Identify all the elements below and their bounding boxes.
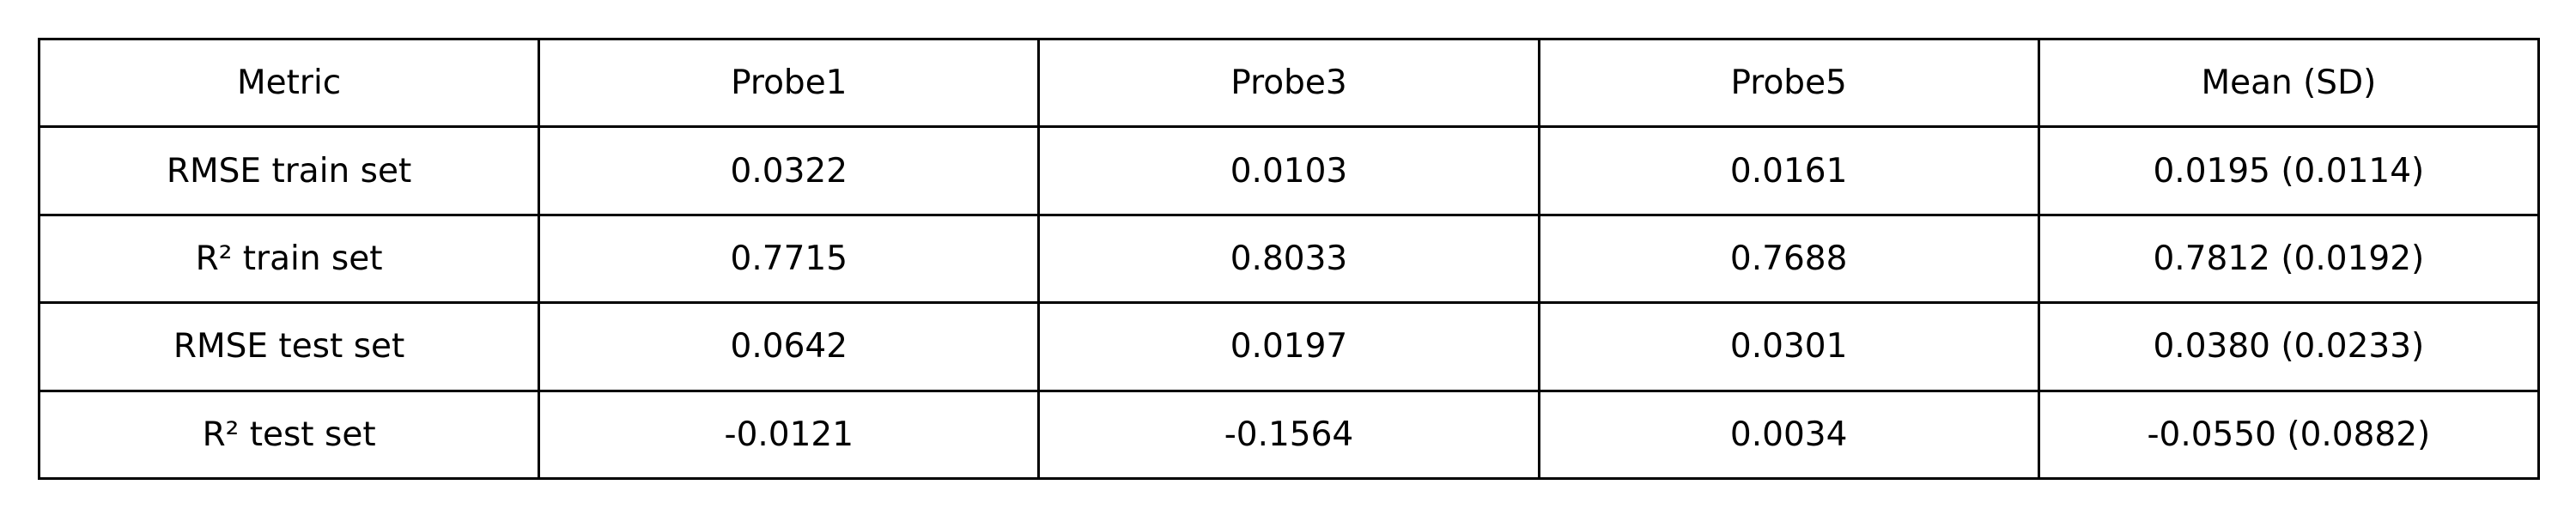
header-cell-metric: Metric [37, 37, 541, 129]
table-cell: 0.0195 (0.0114) [2037, 125, 2541, 216]
row-label-cell: R² test set [37, 389, 541, 480]
table-cell: -0.0121 [538, 389, 1041, 480]
table-cell: 0.0642 [538, 301, 1041, 392]
table-cell: 0.0103 [1037, 125, 1540, 216]
table-cell: 0.7715 [538, 213, 1041, 305]
table-cell: -0.1564 [1037, 389, 1540, 480]
table-cell: 0.0161 [1537, 125, 2040, 216]
table-row: R² train set 0.7715 0.8033 0.7688 0.7812… [37, 213, 2541, 305]
row-label-cell: RMSE train set [37, 125, 541, 216]
table-cell: 0.0034 [1537, 389, 2040, 480]
metrics-table: Metric Probe1 Probe3 Probe5 Mean (SD) RM… [37, 37, 2541, 480]
row-label-cell: RMSE test set [37, 301, 541, 392]
header-cell-probe5: Probe5 [1537, 37, 2040, 129]
table-header-row: Metric Probe1 Probe3 Probe5 Mean (SD) [37, 37, 2541, 129]
table-cell: 0.0322 [538, 125, 1041, 216]
header-cell-probe1: Probe1 [538, 37, 1041, 129]
table-cell: 0.0301 [1537, 301, 2040, 392]
header-cell-probe3: Probe3 [1037, 37, 1540, 129]
table-cell: 0.0380 (0.0233) [2037, 301, 2541, 392]
row-label-cell: R² train set [37, 213, 541, 305]
table-cell: 0.8033 [1037, 213, 1540, 305]
table-cell: 0.7812 (0.0192) [2037, 213, 2541, 305]
table-row: R² test set -0.0121 -0.1564 0.0034 -0.05… [37, 389, 2541, 480]
table-row: RMSE train set 0.0322 0.0103 0.0161 0.01… [37, 125, 2541, 216]
table-row: RMSE test set 0.0642 0.0197 0.0301 0.038… [37, 301, 2541, 392]
table-cell: 0.0197 [1037, 301, 1540, 392]
table-cell: 0.7688 [1537, 213, 2040, 305]
table-cell: -0.0550 (0.0882) [2037, 389, 2541, 480]
header-cell-mean-sd: Mean (SD) [2037, 37, 2541, 129]
